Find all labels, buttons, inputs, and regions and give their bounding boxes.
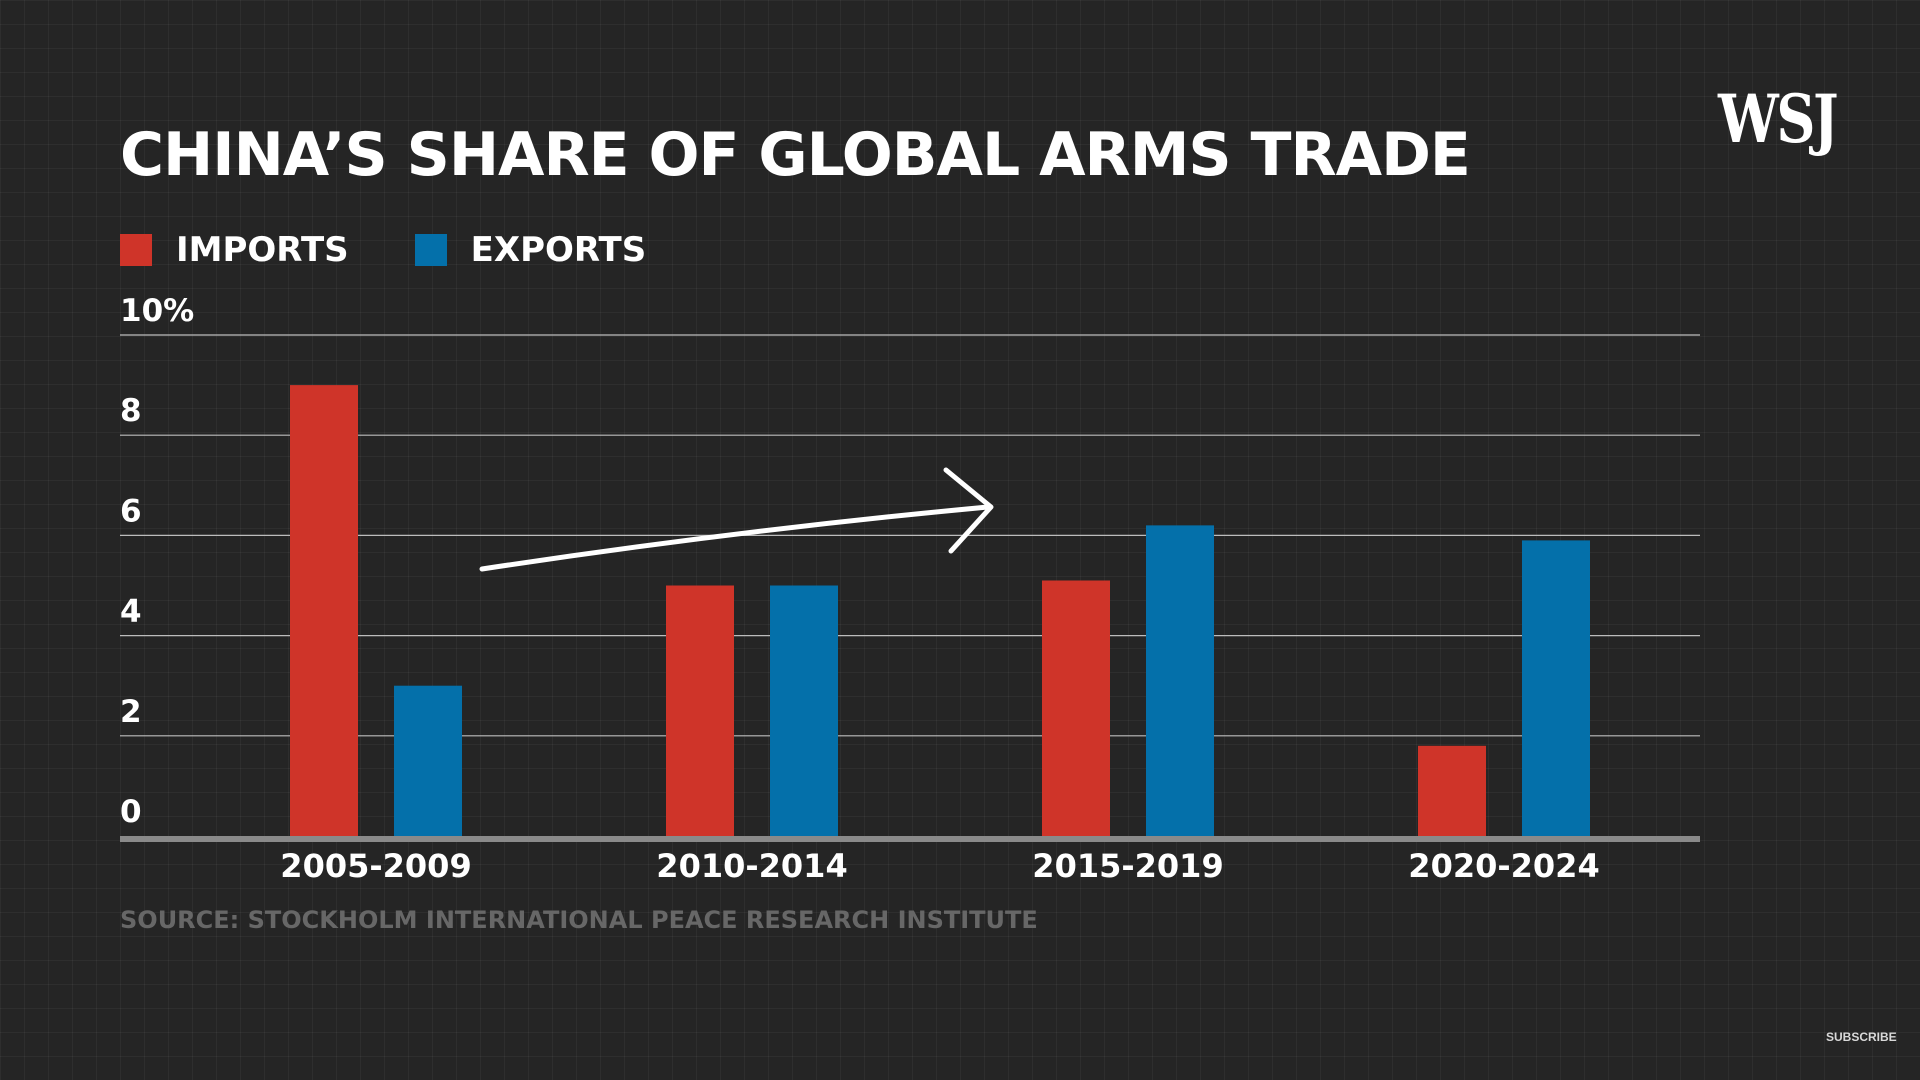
y-tick-label: 8	[120, 393, 142, 429]
bar-exports-2010-2014	[770, 585, 838, 836]
y-tick-label: 4	[120, 594, 142, 630]
y-tick-label: 10%	[120, 293, 194, 329]
exports-swatch	[414, 234, 447, 266]
legend-label-imports: IMPORTS	[176, 230, 349, 270]
y-tick-label: 0	[120, 794, 142, 830]
bar-imports-2005-2009	[290, 385, 358, 836]
x-axis-line	[120, 836, 1700, 842]
bar-exports-2020-2024	[1522, 540, 1590, 836]
arrow-shaft	[479, 504, 991, 572]
x-tick-label: 2010-2014	[656, 847, 847, 885]
chart-title: CHINA’S SHARE OF GLOBAL ARMS TRADE	[120, 120, 1471, 190]
legend-item-imports: IMPORTS	[120, 230, 349, 270]
y-axis-ticks: 0 2 4 6 8 10%	[120, 293, 194, 830]
subscribe-button[interactable]: SUBSCRIBE	[1826, 1030, 1897, 1044]
bar-exports-2015-2019	[1146, 525, 1214, 836]
legend-label-exports: EXPORTS	[470, 230, 647, 270]
source-note: SOURCE: STOCKHOLM INTERNATIONAL PEACE RE…	[120, 906, 1038, 934]
y-tick-label: 6	[120, 493, 142, 529]
bar-imports-2010-2014	[666, 585, 734, 836]
bar-exports-2005-2009	[394, 685, 462, 836]
legend-item-exports: EXPORTS	[414, 230, 647, 270]
trend-arrow	[479, 467, 994, 572]
bar-imports-2015-2019	[1042, 580, 1110, 836]
x-tick-label: 2005-2009	[280, 847, 471, 885]
imports-swatch	[120, 234, 152, 266]
x-axis-baseline	[120, 836, 1700, 842]
bar-imports-2020-2024	[1418, 745, 1486, 836]
x-axis-ticks: 2005-2009 2010-2014 2015-2019 2020-2024	[280, 847, 1599, 885]
x-tick-label: 2020-2024	[1408, 847, 1599, 885]
legend: IMPORTS EXPORTS	[120, 230, 712, 270]
arrow-head	[943, 467, 994, 554]
x-tick-label: 2015-2019	[1032, 847, 1223, 885]
wsj-logo: WSJ	[1718, 80, 1839, 158]
gridlines	[120, 334, 1700, 737]
y-tick-label: 2	[120, 694, 142, 730]
bars	[290, 385, 1590, 836]
